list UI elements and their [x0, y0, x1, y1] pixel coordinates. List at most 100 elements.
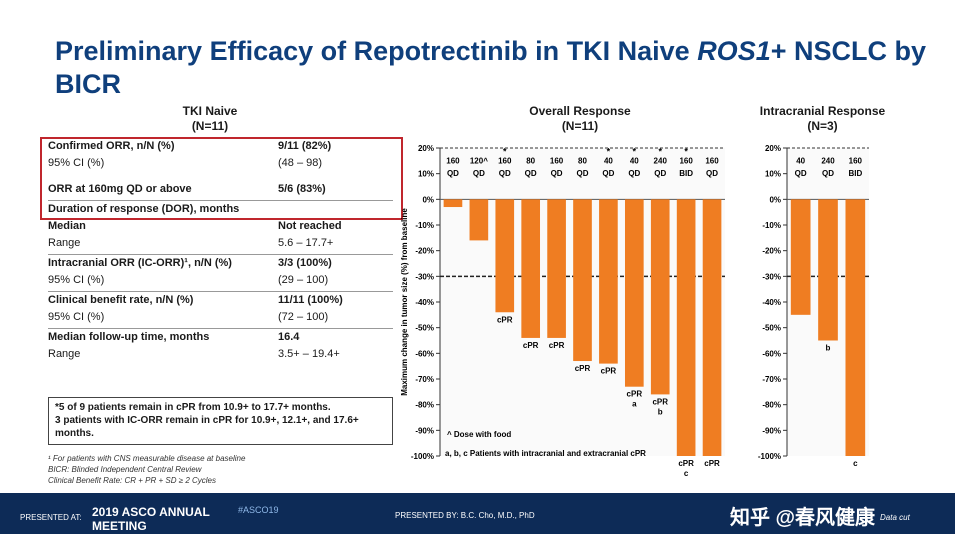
y-axis-title: Maximum change in tumor size (%) from ba… [400, 208, 409, 396]
dose-label: QD [473, 169, 485, 178]
star-marker: * [658, 146, 662, 156]
star-marker: * [684, 146, 688, 156]
footnote-marker: b [826, 344, 831, 353]
table-row: ORR at 160mg QD or above 5/6 (83%) [48, 181, 393, 198]
dose-label: 40 [604, 156, 613, 165]
intracranial-response-chart: 20% 10% 0% -10% -20% -30% -40% -50% -60% -70% -80%… [758, 144, 869, 468]
row-value: 9/11 (82%) [278, 140, 332, 152]
y-tick-label: -20% [762, 247, 781, 256]
footnote-marker: c [853, 459, 858, 468]
row-label: Confirmed ORR, n/N (%) [48, 140, 175, 152]
watermark: 知乎 @春风健康 [730, 507, 876, 529]
dose-label: 160 [679, 156, 693, 165]
dose-label: 160 [550, 156, 564, 165]
row-label: Range [48, 348, 81, 360]
dose-label: QD [447, 169, 459, 178]
row-value: 3/3 (100%) [278, 257, 332, 269]
star-marker: * [503, 146, 507, 156]
y-tick-label: -70% [762, 375, 781, 384]
y-tick-label: 10% [418, 170, 434, 179]
response-label: cPR [549, 341, 565, 350]
y-tick-label: -60% [762, 349, 781, 358]
bar [845, 199, 866, 457]
bar [702, 199, 722, 457]
dose-label: 120^ [470, 156, 488, 165]
dose-label: 40 [796, 156, 805, 165]
y-tick-label: -70% [415, 375, 434, 384]
row-label: Range [48, 237, 81, 249]
dose-label: 40 [630, 156, 639, 165]
intracranial-chart-title: Intracranial Response (N=3) [759, 104, 886, 133]
response-label: cPR [627, 390, 643, 399]
table-row: Clinical benefit rate, n/N (%) 11/11 (100… [48, 291, 393, 309]
bar [818, 199, 838, 341]
y-tick-label: -90% [762, 426, 781, 435]
y-tick-label: -50% [762, 324, 781, 333]
dose-label: QD [525, 169, 537, 178]
bar [573, 199, 592, 362]
dose-label: 240 [654, 156, 668, 165]
meeting-logo: 2019 ASCO ANNUAL MEETING [92, 505, 210, 533]
star-marker: * [633, 146, 637, 156]
y-tick-label: -60% [415, 349, 434, 358]
row-label: Clinical benefit rate, n/N (%) [48, 294, 194, 306]
y-tick-label: -100% [758, 452, 781, 461]
row-label: 95% CI (%) [48, 157, 105, 169]
y-tick-label: -10% [762, 221, 781, 230]
row-value: (48 – 98) [278, 157, 323, 169]
table-row: Median Not reached [48, 218, 393, 235]
table-row: 95% CI (%) (29 – 100) [48, 272, 393, 289]
row-value: (29 – 100) [278, 274, 329, 286]
response-label: cPR [601, 367, 617, 376]
dose-label: 160 [446, 156, 460, 165]
dose-label: 80 [526, 156, 535, 165]
y-tick-label: -30% [762, 272, 781, 281]
dose-label: 160 [705, 156, 719, 165]
bar [624, 199, 644, 387]
row-label: ORR at 160mg QD or above [48, 183, 192, 195]
presented-by: PRESENTED BY: B.C. Cho, M.D., PhD [395, 511, 535, 520]
bar [790, 199, 811, 315]
y-tick-label: 0% [422, 195, 434, 204]
table-row: Confirmed ORR, n/N (%) 9/11 (82%) [48, 138, 393, 155]
overall-chart-title: Overall Response (N=11) [529, 104, 631, 133]
y-tick-label: -50% [415, 324, 434, 333]
overall-response-chart: 20% 10% 0% -10% -20% -30% -40% -50% -60% -70% -80%… [400, 144, 725, 478]
footnote-marker: b [658, 407, 663, 416]
row-value: 11/11 (100%) [278, 294, 343, 306]
dose-label: 240 [821, 156, 835, 165]
y-tick-label: -10% [415, 221, 434, 230]
dose-label: QD [551, 169, 563, 178]
response-label: cPR [652, 397, 668, 406]
dose-label: 80 [578, 156, 587, 165]
y-tick-label: 20% [418, 144, 434, 153]
dose-label: QD [822, 169, 834, 178]
row-value: 16.4 [278, 331, 300, 343]
response-label: cPR [704, 459, 720, 468]
dose-label: BID [679, 169, 693, 178]
dose-label: 160 [498, 156, 512, 165]
table-row: Intracranial ORR (IC-ORR)¹, n/N (%) 3/3 (… [48, 254, 393, 272]
y-tick-label: 10% [765, 170, 781, 179]
bar [547, 199, 566, 338]
dose-label: QD [706, 169, 718, 178]
dose-label: QD [602, 169, 614, 178]
bar [599, 199, 618, 364]
dose-label: 160 [849, 156, 863, 165]
row-label: 95% CI (%) [48, 274, 105, 286]
bar [495, 199, 515, 313]
table-row: Range 3.5+ – 19.4+ [48, 346, 393, 363]
footnote-marker: a [632, 400, 637, 409]
bar [521, 199, 541, 338]
response-label: cPR [575, 364, 591, 373]
dose-label: BID [848, 169, 862, 178]
bar [469, 199, 489, 241]
row-value: 5.6 – 17.7+ [278, 237, 334, 249]
y-tick-label: -40% [762, 298, 781, 307]
table-row: 95% CI (%) (72 – 100) [48, 309, 393, 326]
response-label: cPR [523, 341, 539, 350]
response-label: cPR [678, 459, 694, 468]
row-label: Median follow-up time, months [48, 331, 210, 343]
cpr-note-box: *5 of 9 patients remain in cPR from 10.9… [48, 397, 393, 445]
footnote-marker: c [684, 469, 689, 478]
